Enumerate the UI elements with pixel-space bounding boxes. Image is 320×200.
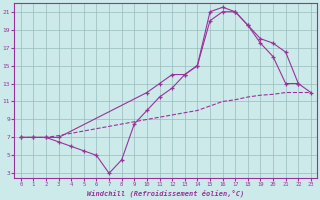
- X-axis label: Windchill (Refroidissement éolien,°C): Windchill (Refroidissement éolien,°C): [87, 190, 244, 197]
